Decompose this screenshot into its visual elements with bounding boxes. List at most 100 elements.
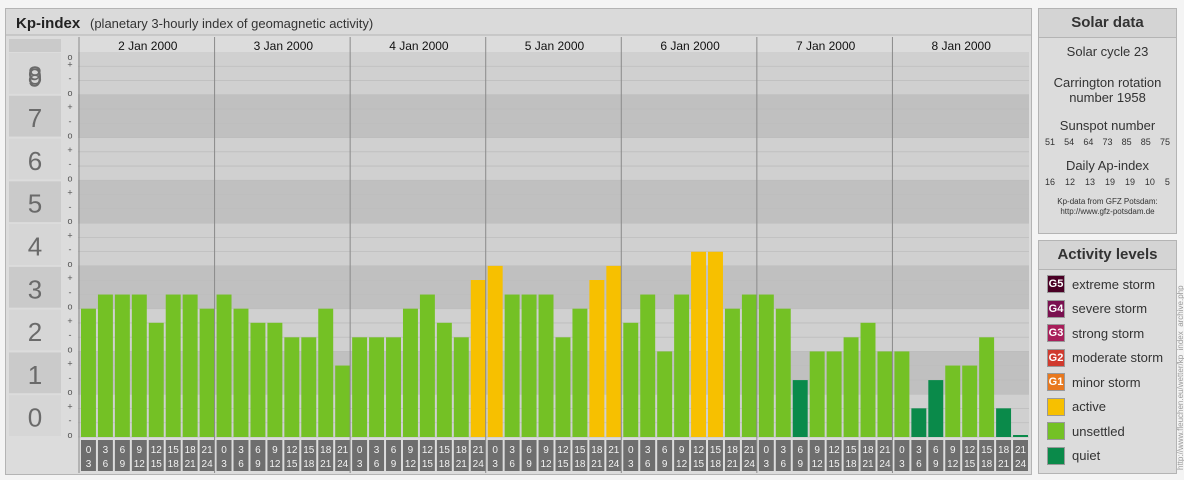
interval-start-label: 21 (202, 445, 214, 456)
interval-start-label: 9 (950, 445, 956, 456)
kp-bar (555, 337, 571, 437)
interval-start-label: 12 (964, 445, 976, 456)
title-bar (6, 9, 1031, 35)
kp-bar (199, 308, 215, 437)
interval-end-label: 18 (710, 459, 722, 470)
day-label: 6 Jan 2000 (660, 39, 720, 53)
interval-start-label: 0 (764, 445, 770, 456)
interval-end-label: 21 (862, 459, 874, 470)
interval-tile (436, 440, 452, 471)
interval-end-label: 21 (591, 459, 603, 470)
y-tick-box (9, 309, 61, 351)
y-tick-label: 8 (28, 60, 42, 90)
interval-tile (114, 440, 130, 471)
interval-start-label: 18 (998, 445, 1010, 456)
kp-credit-line-2[interactable]: http://www.gfz-potsdam.de (1060, 207, 1155, 216)
level-item-unsettled: unsettled (1047, 422, 1125, 440)
interval-end-label: 6 (103, 459, 109, 470)
level-item-moderate-storm: G2 moderate storm (1047, 348, 1163, 367)
sunspot-value: 51 (1045, 137, 1056, 147)
interval-start-label: 21 (473, 445, 485, 456)
level-swatch: G5 (1047, 275, 1065, 293)
interval-end-label: 24 (337, 459, 349, 470)
kp-bar (504, 294, 520, 437)
kp-bar (843, 337, 859, 437)
minor-mark: o (67, 430, 72, 440)
interval-start-label: 9 (272, 445, 278, 456)
interval-start-label: 21 (744, 445, 756, 456)
interval-tile (284, 440, 300, 471)
kp-bar (758, 294, 774, 437)
minor-mark: o (67, 88, 72, 98)
interval-tile (809, 440, 825, 471)
interval-end-label: 3 (492, 459, 498, 470)
interval-start-label: 21 (879, 445, 891, 456)
kp-bar (928, 380, 944, 437)
interval-tile (691, 440, 707, 471)
solar-data-title: Solar data (1039, 9, 1176, 38)
minor-mark: - (69, 245, 72, 255)
kp-bar (487, 265, 503, 437)
interval-tile (182, 440, 198, 471)
interval-start-label: 21 (608, 445, 620, 456)
kp-bar (148, 322, 164, 437)
kp-bar (724, 308, 740, 437)
level-item-severe-storm: G4 severe storm (1047, 299, 1147, 318)
level-band (78, 137, 1029, 181)
minor-mark: o (67, 52, 72, 62)
interval-start-label: 3 (374, 445, 380, 456)
kp-bar (538, 294, 554, 437)
kp-bar (589, 280, 605, 437)
carrington-line-2: number 1958 (1069, 90, 1146, 105)
interval-end-label: 6 (509, 459, 515, 470)
level-label: minor storm (1072, 374, 1141, 390)
interval-end-label: 3 (357, 459, 363, 470)
kp-chart-panel: Kp-index (planetary 3-hourly index of geo… (5, 8, 1032, 475)
interval-start-label: 15 (168, 445, 180, 456)
kp-bar (623, 322, 639, 437)
y-tick-box (9, 95, 61, 137)
interval-tile (674, 440, 690, 471)
interval-end-label: 15 (693, 459, 705, 470)
interval-tile (741, 440, 757, 471)
day-label: 7 Jan 2000 (796, 39, 856, 53)
kp-bar (81, 308, 96, 437)
interval-start-label: 18 (862, 445, 874, 456)
kp-bar (572, 308, 588, 437)
minor-mark: + (67, 401, 72, 411)
interval-tile (318, 440, 334, 471)
interval-start-label: 6 (526, 445, 532, 456)
minor-mark: o (67, 259, 72, 269)
kp-bar (979, 337, 995, 437)
interval-end-label: 15 (286, 459, 298, 470)
interval-end-label: 24 (1015, 459, 1027, 470)
interval-end-label: 15 (151, 459, 163, 470)
interval-start-label: 3 (645, 445, 651, 456)
interval-tile (962, 440, 978, 471)
interval-end-label: 21 (185, 459, 197, 470)
kp-bar (267, 322, 283, 437)
minor-mark: o (67, 131, 72, 141)
minor-mark: - (69, 373, 72, 383)
sunspot-title: Sunspot number (1059, 118, 1156, 133)
y-tick-label: 6 (28, 146, 42, 176)
interval-end-label: 6 (916, 459, 922, 470)
interval-start-label: 6 (933, 445, 939, 456)
day-label: 4 Jan 2000 (389, 39, 449, 53)
interval-end-label: 24 (473, 459, 485, 470)
interval-tile (335, 440, 351, 471)
interval-start-label: 6 (662, 445, 668, 456)
y-tick-label: 2 (28, 317, 42, 347)
y-tick-box (9, 266, 61, 308)
sunspot-value: 64 (1083, 137, 1094, 147)
kp-bar (318, 308, 334, 437)
interval-start-label: 12 (693, 445, 705, 456)
kp-bar (996, 408, 1012, 437)
interval-end-label: 21 (998, 459, 1010, 470)
interval-tile (504, 440, 520, 471)
minor-mark: + (67, 273, 72, 283)
kp-bar (945, 365, 961, 437)
interval-start-label: 12 (557, 445, 569, 456)
kp-bar (860, 322, 876, 437)
interval-tile (589, 440, 605, 471)
